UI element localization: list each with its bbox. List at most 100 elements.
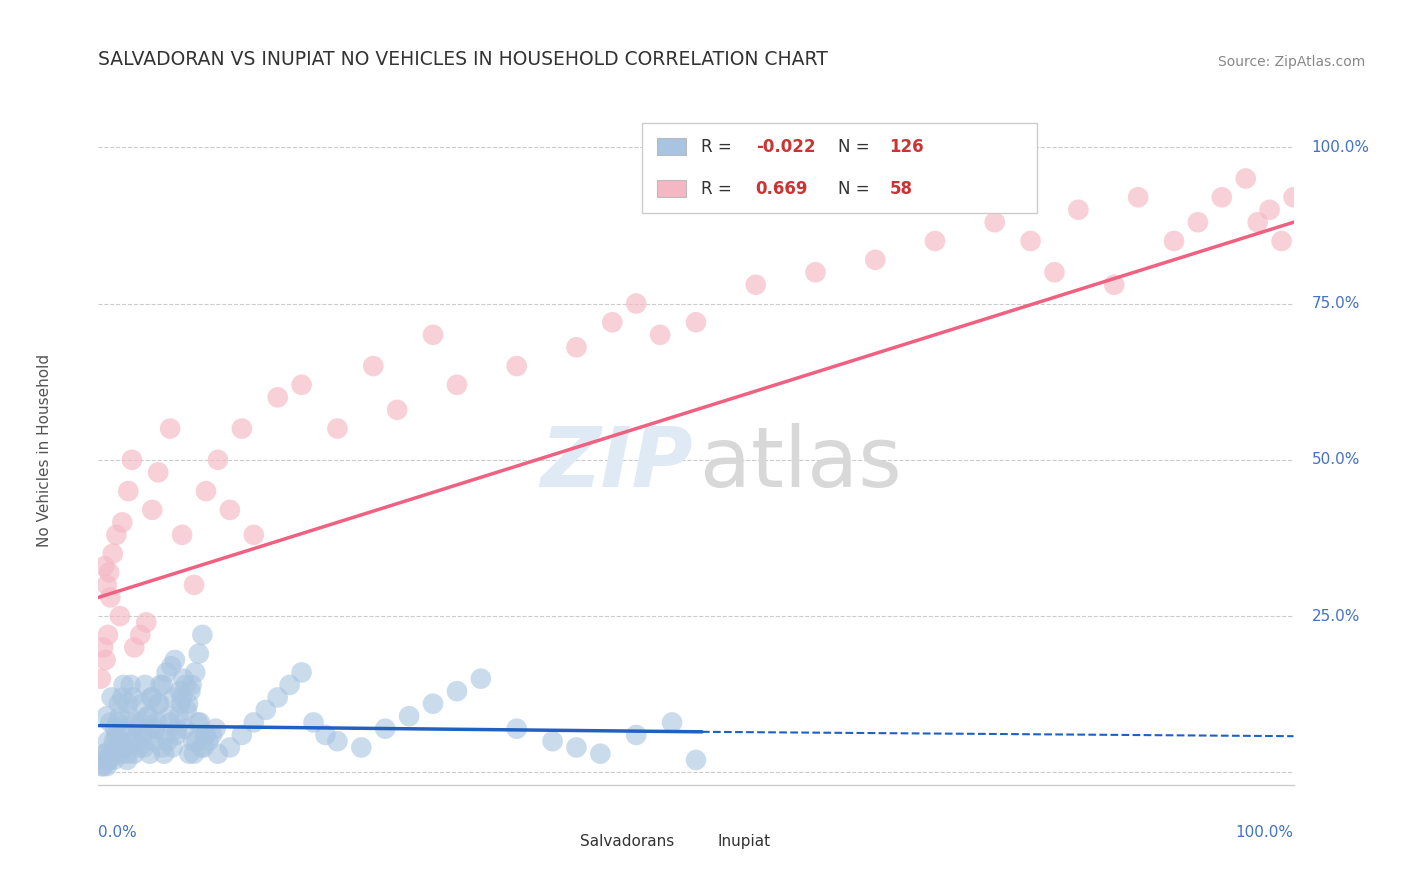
Point (231, 728, 253, 742)
Point (124, 747, 146, 761)
Point (179, 747, 201, 761)
Point (159, 421, 181, 435)
Text: 0.669: 0.669 (756, 179, 808, 198)
Text: R =: R = (700, 138, 737, 156)
Text: Inupiat: Inupiat (717, 834, 770, 849)
Point (804, 265, 827, 279)
Point (1258, 202, 1281, 217)
Point (207, 747, 229, 761)
Point (648, 327, 672, 342)
Point (163, 690, 186, 705)
Point (91, 640, 114, 655)
Point (422, 327, 444, 342)
Text: ZIP: ZIP (540, 424, 692, 504)
Text: SALVADORAN VS INUPIAT NO VEHICLES IN HOUSEHOLD CORRELATION CHART: SALVADORAN VS INUPIAT NO VEHICLES IN HOU… (98, 50, 828, 70)
Point (115, 728, 138, 742)
Point (231, 421, 253, 435)
Point (1043, 265, 1066, 279)
Point (191, 628, 214, 642)
Point (132, 740, 155, 755)
Point (661, 715, 683, 730)
Point (100, 747, 122, 761)
Point (107, 715, 129, 730)
Point (385, 402, 409, 417)
Point (1128, 190, 1150, 204)
Point (97, 734, 120, 748)
Point (302, 715, 325, 730)
Point (267, 690, 290, 705)
Point (541, 734, 564, 748)
Point (193, 740, 215, 755)
Text: -0.022: -0.022 (756, 138, 815, 156)
Point (183, 747, 205, 761)
Text: Source: ZipAtlas.com: Source: ZipAtlas.com (1218, 55, 1365, 70)
Point (101, 740, 124, 755)
Point (194, 728, 217, 742)
Point (446, 377, 468, 392)
Point (94, 653, 117, 667)
Point (121, 734, 143, 748)
Point (105, 740, 128, 755)
Point (103, 734, 125, 748)
Point (135, 728, 157, 742)
Point (374, 722, 396, 736)
Point (139, 747, 162, 761)
Point (111, 516, 134, 530)
Point (398, 709, 420, 723)
Point (131, 728, 153, 742)
Point (108, 709, 131, 723)
Text: Salvadorans: Salvadorans (581, 834, 675, 849)
Point (139, 690, 162, 705)
Point (153, 747, 176, 761)
Point (125, 734, 148, 748)
Point (98, 747, 122, 761)
Point (120, 678, 142, 692)
Point (97, 628, 120, 642)
Text: 50.0%: 50.0% (1312, 452, 1360, 467)
Point (105, 528, 128, 542)
Text: atlas: atlas (700, 424, 901, 504)
Point (201, 728, 224, 742)
FancyBboxPatch shape (547, 834, 572, 850)
Point (177, 697, 200, 711)
Point (1104, 277, 1126, 292)
Point (93, 559, 115, 574)
Point (112, 678, 135, 692)
Point (135, 615, 157, 630)
Point (146, 715, 169, 730)
Point (565, 740, 588, 755)
Point (506, 359, 529, 373)
Point (195, 484, 218, 499)
Point (626, 728, 648, 742)
Point (326, 734, 349, 748)
Point (115, 753, 138, 767)
Point (984, 215, 1007, 229)
Point (602, 315, 624, 329)
Point (1163, 234, 1185, 248)
Point (152, 678, 174, 692)
Point (97, 753, 120, 767)
Point (148, 697, 170, 711)
Point (243, 715, 266, 730)
Point (141, 503, 163, 517)
Point (96, 709, 118, 723)
Text: N =: N = (838, 179, 875, 198)
Point (93, 747, 115, 761)
Point (148, 466, 170, 480)
Point (100, 690, 122, 705)
Point (565, 340, 588, 354)
Point (91, 759, 114, 773)
Point (254, 703, 277, 717)
Point (107, 734, 129, 748)
Point (190, 740, 212, 755)
Point (163, 653, 186, 667)
Point (108, 609, 131, 624)
Point (90, 672, 112, 686)
Point (267, 390, 290, 404)
Point (179, 684, 201, 698)
Point (278, 678, 301, 692)
Point (1247, 215, 1270, 229)
Point (184, 665, 207, 680)
Point (446, 684, 468, 698)
Point (243, 528, 266, 542)
